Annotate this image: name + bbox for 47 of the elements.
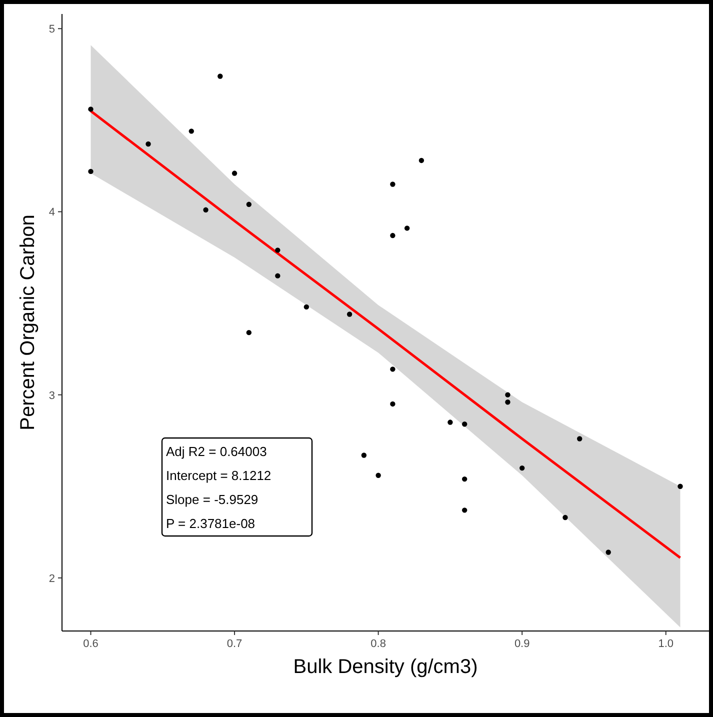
point: [462, 422, 468, 427]
point: [361, 452, 367, 458]
point: [519, 465, 525, 471]
point: [678, 484, 683, 489]
point: [188, 128, 194, 134]
point: [418, 158, 424, 164]
point: [275, 273, 280, 278]
annotation: Intercept = 8.1212: [166, 468, 272, 483]
point: [232, 170, 238, 176]
x-tick-label: 0.9: [514, 638, 530, 650]
x-tick-label: 0.7: [226, 638, 242, 650]
annotation: Slope = -5.9529: [166, 492, 258, 507]
y-tick-label: 3: [48, 390, 55, 402]
point: [146, 141, 151, 147]
point: [246, 330, 252, 336]
annotation: P = 2.3781e-08: [166, 516, 256, 531]
point: [462, 508, 468, 513]
point: [88, 168, 94, 174]
point: [203, 207, 208, 212]
annotation: Adj R2 = 0.64003: [166, 444, 267, 459]
point: [390, 401, 396, 407]
x-tick-label: 1.0: [658, 638, 674, 650]
point: [218, 74, 223, 79]
point: [390, 182, 396, 187]
point: [505, 392, 510, 398]
x-axis-title: Bulk Density (g/cm3): [293, 656, 478, 678]
y-axis-title: Percent Organic Carbon: [17, 214, 39, 430]
point: [562, 514, 568, 520]
y-tick-label: 5: [48, 24, 55, 36]
point: [390, 366, 396, 372]
point: [246, 202, 252, 208]
point: [88, 106, 94, 112]
point: [390, 232, 396, 238]
point: [606, 550, 611, 555]
point: [505, 400, 510, 405]
point: [404, 226, 410, 231]
point: [275, 248, 280, 253]
point: [346, 312, 352, 317]
x-tick-label: 0.6: [83, 638, 98, 650]
y-tick-label: 2: [48, 572, 55, 585]
point: [304, 304, 310, 310]
point: [577, 436, 582, 442]
y-tick-label: 4: [48, 206, 55, 219]
x-tick-label: 0.8: [370, 638, 386, 650]
point: [376, 472, 381, 478]
point: [462, 476, 468, 482]
point: [448, 420, 453, 425]
